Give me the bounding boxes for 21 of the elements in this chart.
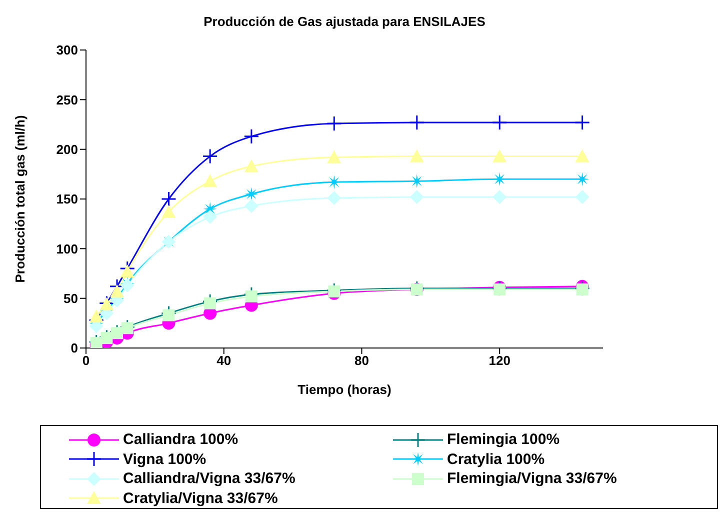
x-tick-label: 40 xyxy=(216,353,232,368)
x-axis-title: Tiempo (horas) xyxy=(298,382,392,397)
chart-title: Producción de Gas ajustada para ENSILAJES xyxy=(202,14,486,29)
y-tick-label: 50 xyxy=(64,290,78,306)
legend-label: Cratylia 100% xyxy=(447,450,545,468)
y-axis-title: Producción total gas (ml/h) xyxy=(12,115,28,283)
legend-label: Cratylia/Vigna 33/67% xyxy=(123,490,278,507)
y-tick-label: 150 xyxy=(56,192,78,207)
y-tick-label: 200 xyxy=(56,142,78,157)
legend-label: Flemingia 100% xyxy=(447,431,560,448)
y-tick-label: 100 xyxy=(56,241,78,256)
legend-label: Calliandra/Vigna 33/67% xyxy=(123,470,296,488)
y-tick-label: 250 xyxy=(56,92,78,108)
legend-label: Flemingia/Vigna 33/67% xyxy=(447,470,617,488)
legend-label: Vigna 100% xyxy=(123,450,206,468)
x-tick-label: 120 xyxy=(488,353,510,368)
x-tick-label: 0 xyxy=(82,353,90,368)
y-tick-label: 300 xyxy=(56,42,78,58)
y-tick-label: 0 xyxy=(70,340,78,356)
legend-label: Calliandra 100% xyxy=(123,431,238,448)
x-tick-label: 80 xyxy=(354,353,369,368)
